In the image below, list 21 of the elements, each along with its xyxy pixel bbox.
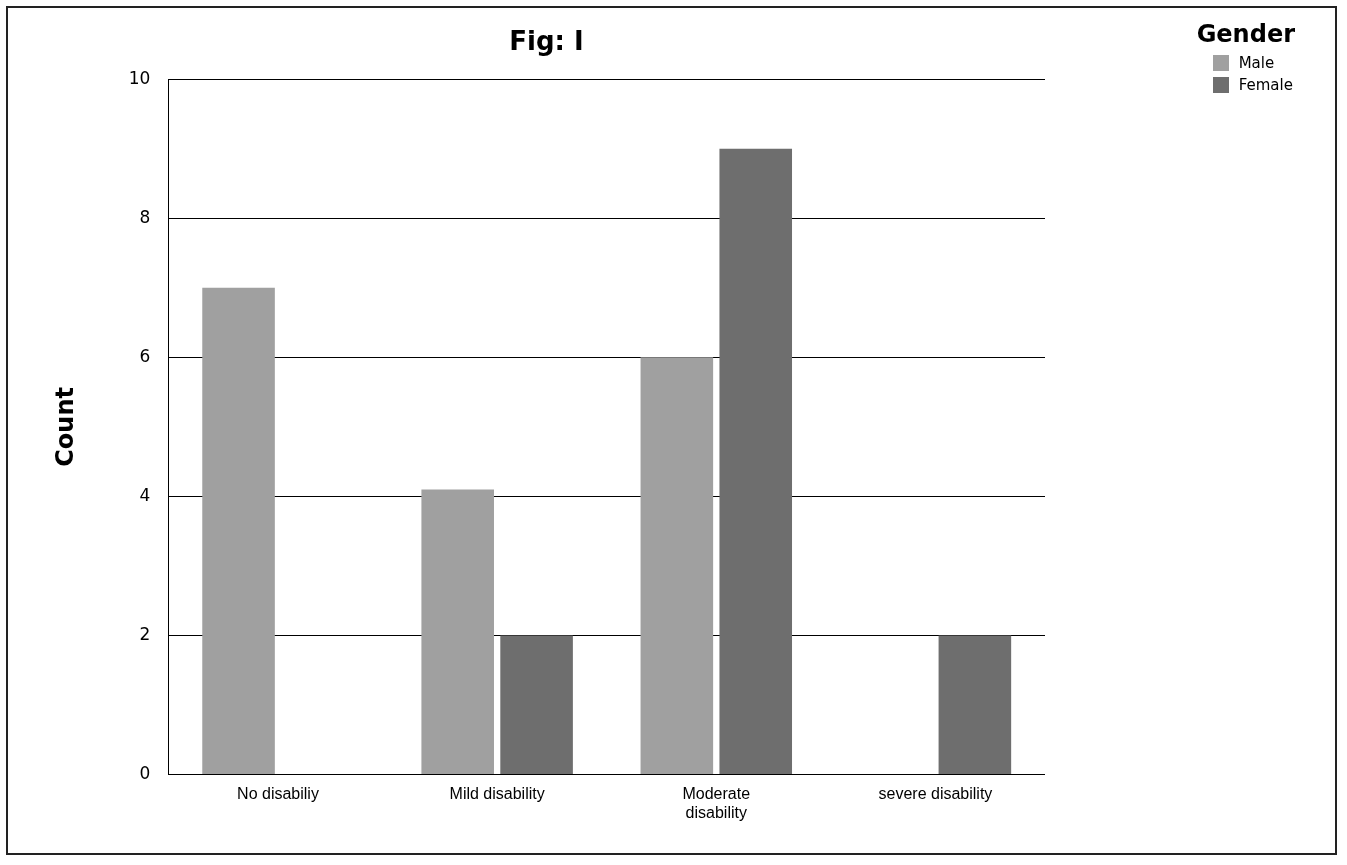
- legend-label: Male: [1238, 54, 1275, 72]
- bar: [500, 635, 573, 775]
- bar: [421, 489, 494, 775]
- bar: [202, 287, 275, 775]
- legend-label: Female: [1238, 76, 1293, 94]
- x-tick-label: No disabiliy: [237, 784, 319, 802]
- x-tick-label: Moderate disability: [682, 784, 751, 821]
- y-tick-label: 10: [128, 67, 151, 88]
- chart-title: Fig: I: [509, 26, 584, 57]
- y-tick-label: 4: [139, 484, 151, 505]
- bar: [640, 357, 714, 775]
- y-tick-label: 0: [139, 763, 151, 784]
- bar: [938, 635, 1012, 775]
- y-tick-label: 2: [139, 623, 151, 644]
- x-tick-label: severe disability: [878, 784, 993, 802]
- y-tick-label: 6: [139, 345, 151, 366]
- y-tick-label: 8: [139, 206, 151, 227]
- x-tick-label: Mild disability: [449, 784, 545, 802]
- legend-title: Gender: [1196, 20, 1295, 48]
- y-axis-title: Count: [50, 387, 79, 467]
- bar: [719, 148, 793, 775]
